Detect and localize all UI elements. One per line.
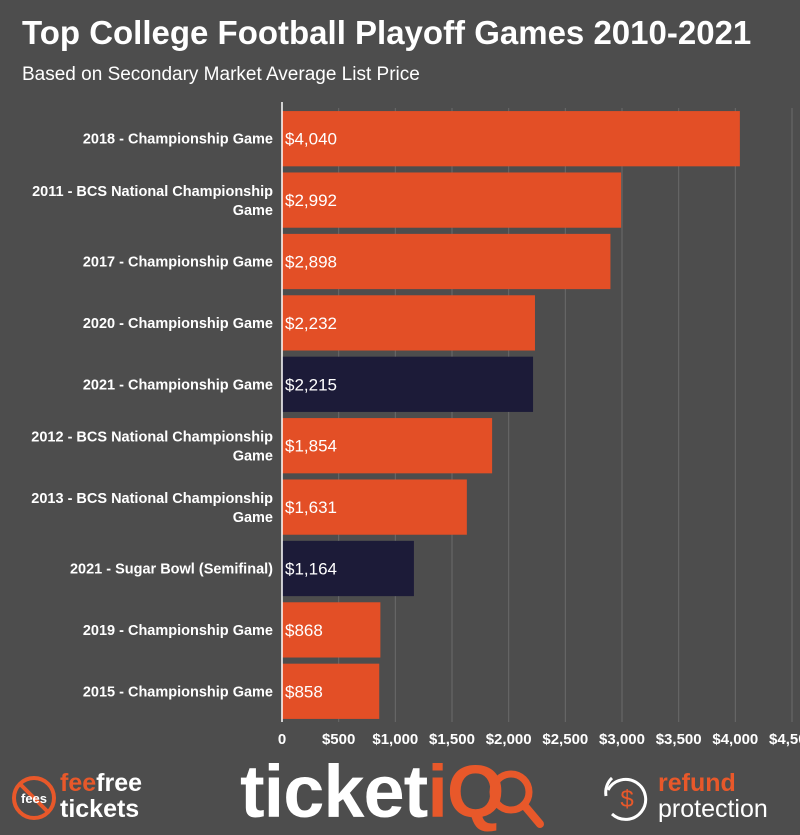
data-label: $868 — [285, 621, 323, 640]
ticketiq-ticket: ticket — [240, 750, 428, 833]
fees-badge-text: fees — [21, 791, 47, 806]
category-label: 2017 - Championship Game — [83, 255, 273, 271]
category-label: 2015 - Championship Game — [83, 684, 273, 700]
x-tick-label: $1,000 — [372, 731, 418, 748]
x-tick-label: $4,500 — [769, 731, 800, 748]
feefree-fee: fee — [60, 769, 97, 797]
refund-protection-logo: refund protection — [658, 770, 768, 822]
bar — [282, 663, 380, 719]
ticketiq-iq: iQ — [427, 750, 504, 833]
data-label: $4,040 — [285, 130, 337, 149]
bar — [282, 479, 467, 535]
refund-dollar-icon: $ — [604, 776, 648, 821]
data-label: $1,854 — [285, 437, 337, 456]
x-tick-label: $2,000 — [486, 731, 532, 748]
x-tick-label: $1,500 — [429, 731, 475, 748]
bar — [282, 233, 611, 290]
chart-title: Top College Football Playoff Games 2010-… — [22, 14, 752, 51]
x-tick-label: $3,000 — [599, 731, 645, 748]
data-label: $2,232 — [285, 314, 337, 333]
refund-dollar-symbol: $ — [620, 786, 633, 813]
category-label: 2012 - BCS National Championship Game — [31, 430, 273, 465]
feefree-tickets: tickets — [60, 795, 140, 823]
bar — [282, 356, 534, 412]
data-label: $1,164 — [285, 560, 337, 579]
footer-logos: fees $ — [12, 770, 648, 828]
category-label: 2019 - Championship Game — [83, 623, 273, 639]
data-label: $2,215 — [285, 375, 337, 394]
fees-badge-icon: fees — [12, 776, 56, 820]
data-label: $1,631 — [285, 498, 337, 517]
x-tick-label: $4,000 — [712, 731, 758, 748]
x-tick-label: 0 — [278, 731, 286, 748]
category-label: 2018 - Championship Game — [83, 132, 273, 148]
x-tick-label: $500 — [322, 731, 355, 748]
chart-subtitle: Based on Secondary Market Average List P… — [22, 64, 420, 85]
bar — [282, 540, 414, 597]
bar — [282, 295, 535, 351]
bar — [282, 602, 381, 658]
category-label: 2011 - BCS National Championship Game — [32, 184, 273, 219]
category-label: 2021 - Sugar Bowl (Semifinal) — [70, 562, 273, 578]
category-label: 2020 - Championship Game — [83, 316, 273, 332]
refund-text: refund — [658, 769, 736, 797]
bar — [282, 172, 622, 228]
category-label: 2021 - Championship Game — [83, 377, 273, 393]
feefree-logo: feefree tickets — [60, 770, 142, 822]
data-label: $2,898 — [285, 253, 337, 272]
magnifier-icon — [489, 770, 544, 828]
protection-text: protection — [658, 795, 768, 823]
data-label: $858 — [285, 682, 323, 701]
feefree-free: free — [96, 769, 143, 797]
bar — [282, 111, 740, 167]
bar — [282, 418, 493, 474]
bar-chart: 0 $500 $1,000 $1,500 $2,000 $2,500 $3,000 $3,50… — [31, 102, 800, 748]
category-label: 2013 - BCS National Championship Game — [31, 491, 273, 526]
data-label: $2,992 — [285, 191, 337, 210]
x-tick-label: $3,500 — [656, 731, 702, 748]
x-tick-label: $2,500 — [542, 731, 588, 748]
ticketiq-logo: ticketiQ — [240, 750, 504, 833]
